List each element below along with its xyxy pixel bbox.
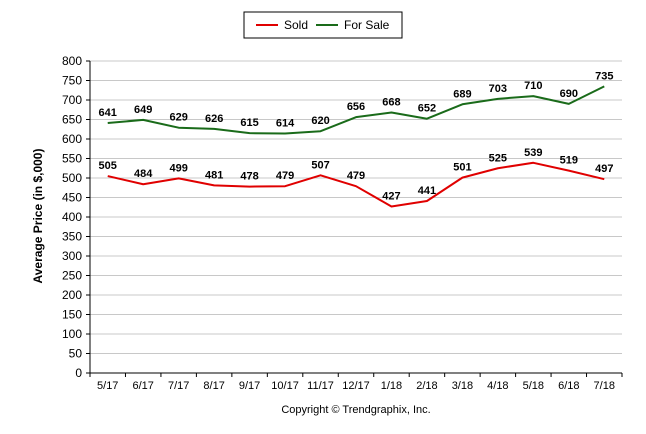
y-tick-label: 500 (62, 171, 82, 185)
x-tick-label: 7/17 (168, 380, 189, 392)
y-tick-label: 300 (62, 249, 82, 263)
y-tick-label: 650 (62, 113, 82, 127)
data-label-for-sale: 629 (169, 112, 187, 124)
grid-lines (90, 60, 622, 354)
data-label-sold: 441 (418, 185, 436, 197)
data-label-for-sale: 703 (489, 83, 507, 95)
data-label-sold: 497 (595, 163, 613, 175)
y-tick-label: 0 (75, 366, 82, 380)
data-label-for-sale: 652 (418, 103, 436, 115)
data-label-for-sale: 620 (311, 115, 329, 127)
data-label-sold: 539 (524, 147, 542, 159)
copyright-text: Copyright © Trendgraphix, Inc. (281, 404, 430, 416)
x-tick-label: 12/17 (342, 380, 370, 392)
y-tick-label: 450 (62, 191, 82, 205)
x-tick-label: 5/17 (97, 380, 118, 392)
data-labels: 505 484 499 481 478 479 507 479 427 441 501 525 539 5… (99, 70, 614, 202)
x-tick-label: 2/18 (416, 380, 437, 392)
y-axis-ticks: 0 50 100 150 200 250 300 350 400 450 500 550 600 650 7… (62, 54, 90, 380)
data-label-sold: 525 (489, 152, 507, 164)
data-label-for-sale: 668 (382, 96, 400, 108)
y-tick-label: 550 (62, 152, 82, 166)
y-tick-label: 200 (62, 288, 82, 302)
data-label-sold: 481 (205, 169, 223, 181)
y-tick-label: 400 (62, 210, 82, 224)
legend-label-sold: Sold (284, 18, 308, 32)
data-label-for-sale: 614 (276, 118, 295, 130)
data-label-sold: 479 (347, 170, 365, 182)
data-label-sold: 427 (382, 190, 400, 202)
y-tick-label: 600 (62, 132, 82, 146)
data-label-sold: 501 (453, 162, 471, 174)
y-tick-label: 150 (62, 308, 82, 322)
data-label-for-sale: 710 (524, 80, 542, 92)
data-label-for-sale: 641 (99, 107, 117, 119)
x-tick-label: 11/17 (307, 380, 334, 392)
data-label-for-sale: 626 (205, 113, 223, 125)
data-label-for-sale: 690 (560, 88, 578, 100)
x-tick-label: 5/18 (523, 380, 544, 392)
data-label-sold: 519 (560, 155, 578, 167)
x-axis-ticks: 5/17 6/17 7/17 8/17 9/17 10/17 11/17 12/17 1/18 2… (89, 373, 623, 392)
y-tick-label: 50 (69, 347, 83, 361)
x-tick-label: 1/18 (381, 380, 402, 392)
y-tick-label: 800 (62, 54, 82, 68)
x-tick-label: 7/18 (594, 380, 615, 392)
series-layer (107, 85, 605, 208)
x-tick-label: 4/18 (487, 380, 508, 392)
x-tick-label: 6/18 (558, 380, 579, 392)
data-label-sold: 484 (134, 168, 153, 180)
series-line-sold (107, 161, 605, 208)
x-tick-label: 9/17 (239, 380, 260, 392)
data-label-for-sale: 656 (347, 101, 365, 113)
data-label-for-sale: 615 (240, 117, 258, 129)
x-tick-label: 8/17 (203, 380, 224, 392)
data-label-for-sale: 649 (134, 104, 152, 116)
y-axis-label: Average Price (in $,000) (31, 149, 45, 284)
y-tick-label: 100 (62, 327, 82, 341)
y-tick-label: 700 (62, 93, 82, 107)
data-label-sold: 479 (276, 170, 294, 182)
y-tick-label: 350 (62, 230, 82, 244)
data-label-sold: 507 (311, 159, 329, 171)
data-label-for-sale: 735 (595, 70, 613, 82)
x-tick-label: 6/17 (132, 380, 153, 392)
series-line-for-sale (107, 85, 605, 135)
y-tick-label: 750 (62, 74, 82, 88)
x-tick-label: 10/17 (271, 380, 299, 392)
data-label-sold: 478 (240, 171, 258, 183)
data-label-sold: 505 (99, 160, 117, 172)
chart-legend: Sold For Sale (243, 11, 403, 39)
data-label-sold: 499 (169, 162, 187, 174)
legend-label-for-sale: For Sale (344, 18, 390, 32)
data-label-for-sale: 689 (453, 88, 471, 100)
y-tick-label: 250 (62, 269, 82, 283)
x-tick-label: 3/18 (452, 380, 473, 392)
